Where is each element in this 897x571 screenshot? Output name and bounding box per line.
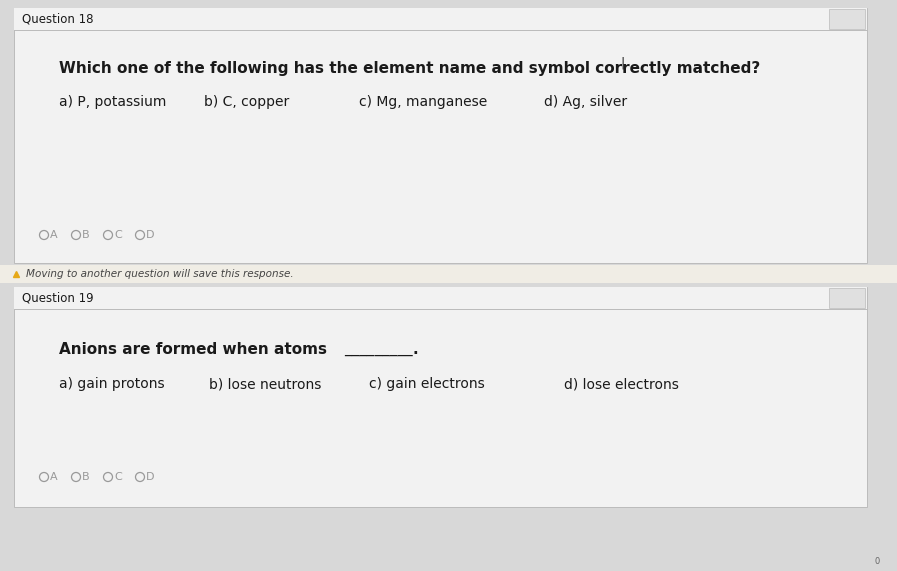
Text: Question 18: Question 18 bbox=[22, 13, 93, 26]
Text: d) lose electrons: d) lose electrons bbox=[564, 377, 679, 391]
Text: c) Mg, manganese: c) Mg, manganese bbox=[359, 95, 487, 109]
Text: b) lose neutrons: b) lose neutrons bbox=[209, 377, 321, 391]
Text: B: B bbox=[82, 472, 90, 482]
Text: C: C bbox=[114, 472, 122, 482]
Text: d) Ag, silver: d) Ag, silver bbox=[544, 95, 627, 109]
FancyBboxPatch shape bbox=[14, 8, 867, 30]
Text: Anions are formed when atoms: Anions are formed when atoms bbox=[59, 341, 327, 356]
FancyBboxPatch shape bbox=[14, 287, 867, 507]
FancyBboxPatch shape bbox=[14, 287, 867, 309]
FancyBboxPatch shape bbox=[0, 265, 897, 283]
Text: Moving to another question will save this response.: Moving to another question will save thi… bbox=[26, 269, 293, 279]
Text: Which one of the following has the element name and symbol correctly matched?: Which one of the following has the eleme… bbox=[59, 61, 761, 75]
Text: D: D bbox=[146, 230, 154, 240]
Text: A: A bbox=[50, 472, 57, 482]
Text: D: D bbox=[146, 472, 154, 482]
Text: 0: 0 bbox=[875, 557, 880, 565]
Text: b) C, copper: b) C, copper bbox=[204, 95, 289, 109]
Text: c) gain electrons: c) gain electrons bbox=[369, 377, 484, 391]
Text: a) gain protons: a) gain protons bbox=[59, 377, 165, 391]
FancyBboxPatch shape bbox=[829, 288, 865, 308]
Text: C: C bbox=[114, 230, 122, 240]
Text: Question 19: Question 19 bbox=[22, 292, 93, 304]
Text: B: B bbox=[82, 230, 90, 240]
Text: a) P, potassium: a) P, potassium bbox=[59, 95, 166, 109]
Text: _________: _________ bbox=[344, 341, 413, 356]
Text: .: . bbox=[412, 341, 418, 356]
Text: A: A bbox=[50, 230, 57, 240]
FancyBboxPatch shape bbox=[829, 9, 865, 29]
FancyBboxPatch shape bbox=[14, 8, 867, 263]
Text: |: | bbox=[620, 57, 624, 70]
